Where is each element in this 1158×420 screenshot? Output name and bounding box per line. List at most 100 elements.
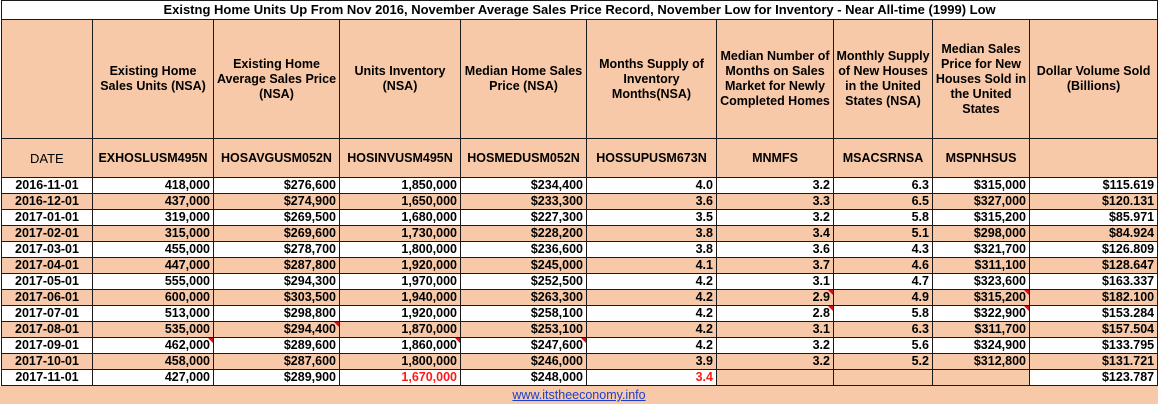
series-code-cell: MSPNHSUS bbox=[932, 138, 1030, 178]
value-cell: $246,000 bbox=[460, 353, 587, 370]
value-cell: $311,700 bbox=[932, 321, 1030, 338]
value-cell: 5.2 bbox=[833, 353, 933, 370]
value-cell: $289,900 bbox=[213, 369, 340, 386]
website-link[interactable]: www.itstheeconomy.info bbox=[512, 388, 646, 402]
value-cell: 1,650,000 bbox=[339, 193, 461, 210]
value-cell: $228,200 bbox=[460, 225, 587, 242]
value-cell bbox=[716, 369, 834, 386]
data-table: Existng Home Units Up From Nov 2016, Nov… bbox=[0, 0, 1158, 386]
table-row: 2017-06-01 600,000 $303,500 1,940,000 $263,3… bbox=[1, 289, 1158, 306]
value-cell: $236,600 bbox=[460, 241, 587, 258]
value-cell: 447,000 bbox=[92, 257, 214, 274]
value-cell: 427,000 bbox=[92, 369, 214, 386]
date-cell: 2017-11-01 bbox=[1, 369, 93, 386]
table-row: 2017-07-01 513,000 $298,800 1,920,000 $258,1… bbox=[1, 305, 1158, 322]
value-cell: 5.1 bbox=[833, 225, 933, 242]
value-cell: $227,300 bbox=[460, 209, 587, 226]
value-cell: $131.721 bbox=[1028, 353, 1158, 370]
series-code-cell: HOSMEDUSM052N bbox=[460, 138, 587, 178]
value-cell: $85.971 bbox=[1028, 209, 1158, 226]
series-code-row: DATE EXHOSLUSM495N HOSAVGUSM052N HOSINVU… bbox=[1, 138, 1158, 178]
value-cell: $126.809 bbox=[1028, 241, 1158, 258]
series-code-cell: HOSAVGUSM052N bbox=[213, 138, 340, 178]
value-cell: 4.2 bbox=[586, 337, 717, 354]
value-cell: $247,600 bbox=[460, 337, 587, 354]
value-cell: 3.8 bbox=[586, 241, 717, 258]
table-row: 2017-03-01 455,000 $278,700 1,800,000 $236,6… bbox=[1, 241, 1158, 258]
value-cell: 3.5 bbox=[586, 209, 717, 226]
value-cell: 458,000 bbox=[92, 353, 214, 370]
value-cell: 513,000 bbox=[92, 305, 214, 322]
value-cell: 3.4 bbox=[716, 225, 834, 242]
series-code-cell: EXHOSLUSM495N bbox=[92, 138, 214, 178]
value-cell: 3.2 bbox=[716, 337, 834, 354]
series-code-cell: MSACSRNSA bbox=[833, 138, 933, 178]
table-row: 2017-08-01 535,000 $294,400 1,870,000 $253,1… bbox=[1, 321, 1158, 338]
value-cell: $274,900 bbox=[213, 193, 340, 210]
value-cell: $153.284 bbox=[1028, 305, 1158, 322]
value-cell: 4.1 bbox=[586, 257, 717, 274]
table-row: 2016-12-01 437,000 $274,900 1,650,000 $233,3… bbox=[1, 193, 1158, 210]
value-cell: $269,500 bbox=[213, 209, 340, 226]
value-cell: 4.2 bbox=[586, 273, 717, 290]
value-cell: $263,300 bbox=[460, 289, 587, 306]
value-cell: 5.8 bbox=[833, 209, 933, 226]
value-cell: 535,000 bbox=[92, 321, 214, 338]
value-cell: $315,200 bbox=[932, 289, 1030, 306]
value-cell: 1,920,000 bbox=[339, 257, 461, 274]
value-cell: $322,900 bbox=[932, 305, 1030, 322]
value-cell: 600,000 bbox=[92, 289, 214, 306]
date-cell: 2017-05-01 bbox=[1, 273, 93, 290]
value-cell: 6.5 bbox=[833, 193, 933, 210]
value-cell: 3.4 bbox=[586, 369, 717, 386]
value-cell: $253,100 bbox=[460, 321, 587, 338]
value-cell: 1,800,000 bbox=[339, 353, 461, 370]
footer: www.itstheeconomy.info bbox=[0, 386, 1158, 404]
series-code-cell: HOSSUPUSM673N bbox=[586, 138, 717, 178]
value-cell: 4.2 bbox=[586, 289, 717, 306]
value-cell: $311,100 bbox=[932, 257, 1030, 274]
value-cell bbox=[833, 369, 933, 386]
value-cell: 1,940,000 bbox=[339, 289, 461, 306]
value-cell: $269,600 bbox=[213, 225, 340, 242]
value-cell: $315,200 bbox=[932, 209, 1030, 226]
value-cell: 418,000 bbox=[92, 177, 214, 194]
value-cell: 3.6 bbox=[586, 193, 717, 210]
value-cell: $276,600 bbox=[213, 177, 340, 194]
series-code-cell bbox=[1028, 138, 1158, 178]
value-cell: 555,000 bbox=[92, 273, 214, 290]
value-cell: 3.1 bbox=[716, 321, 834, 338]
value-cell: 3.1 bbox=[716, 273, 834, 290]
date-cell: 2017-08-01 bbox=[1, 321, 93, 338]
value-cell: 4.9 bbox=[833, 289, 933, 306]
header-cell: Existing Home Average Sales Price (NSA) bbox=[213, 19, 340, 139]
value-cell: 4.2 bbox=[586, 305, 717, 322]
value-cell: 3.6 bbox=[716, 241, 834, 258]
value-cell: $303,500 bbox=[213, 289, 340, 306]
value-cell: 2.9 bbox=[716, 289, 834, 306]
value-cell: $157.504 bbox=[1028, 321, 1158, 338]
value-cell: 315,000 bbox=[92, 225, 214, 242]
value-cell: 462,000 bbox=[92, 337, 214, 354]
value-cell: $234,400 bbox=[460, 177, 587, 194]
header-cell: Median Home Sales Price (NSA) bbox=[460, 19, 587, 139]
table-row: 2017-05-01 555,000 $294,300 1,970,000 $252,5… bbox=[1, 273, 1158, 290]
value-cell: 319,000 bbox=[92, 209, 214, 226]
value-cell: $128.647 bbox=[1028, 257, 1158, 274]
table-row: 2017-04-01 447,000 $287,800 1,920,000 $245,0… bbox=[1, 257, 1158, 274]
date-cell: 2017-09-01 bbox=[1, 337, 93, 354]
date-cell: 2017-03-01 bbox=[1, 241, 93, 258]
value-cell: 5.6 bbox=[833, 337, 933, 354]
value-cell: $120.131 bbox=[1028, 193, 1158, 210]
date-cell: 2017-07-01 bbox=[1, 305, 93, 322]
value-cell: 1,850,000 bbox=[339, 177, 461, 194]
header-cell: Median Sales Price for New Houses Sold i… bbox=[932, 19, 1030, 139]
date-cell: 2017-04-01 bbox=[1, 257, 93, 274]
value-cell: 3.2 bbox=[716, 209, 834, 226]
value-cell: 4.0 bbox=[586, 177, 717, 194]
value-cell: 1,970,000 bbox=[339, 273, 461, 290]
header-cell: Monthly Supply of New Houses in the Unit… bbox=[833, 19, 933, 139]
date-cell: 2017-10-01 bbox=[1, 353, 93, 370]
header-cell: Months Supply of Inventory Months(NSA) bbox=[586, 19, 717, 139]
value-cell: 3.2 bbox=[716, 177, 834, 194]
